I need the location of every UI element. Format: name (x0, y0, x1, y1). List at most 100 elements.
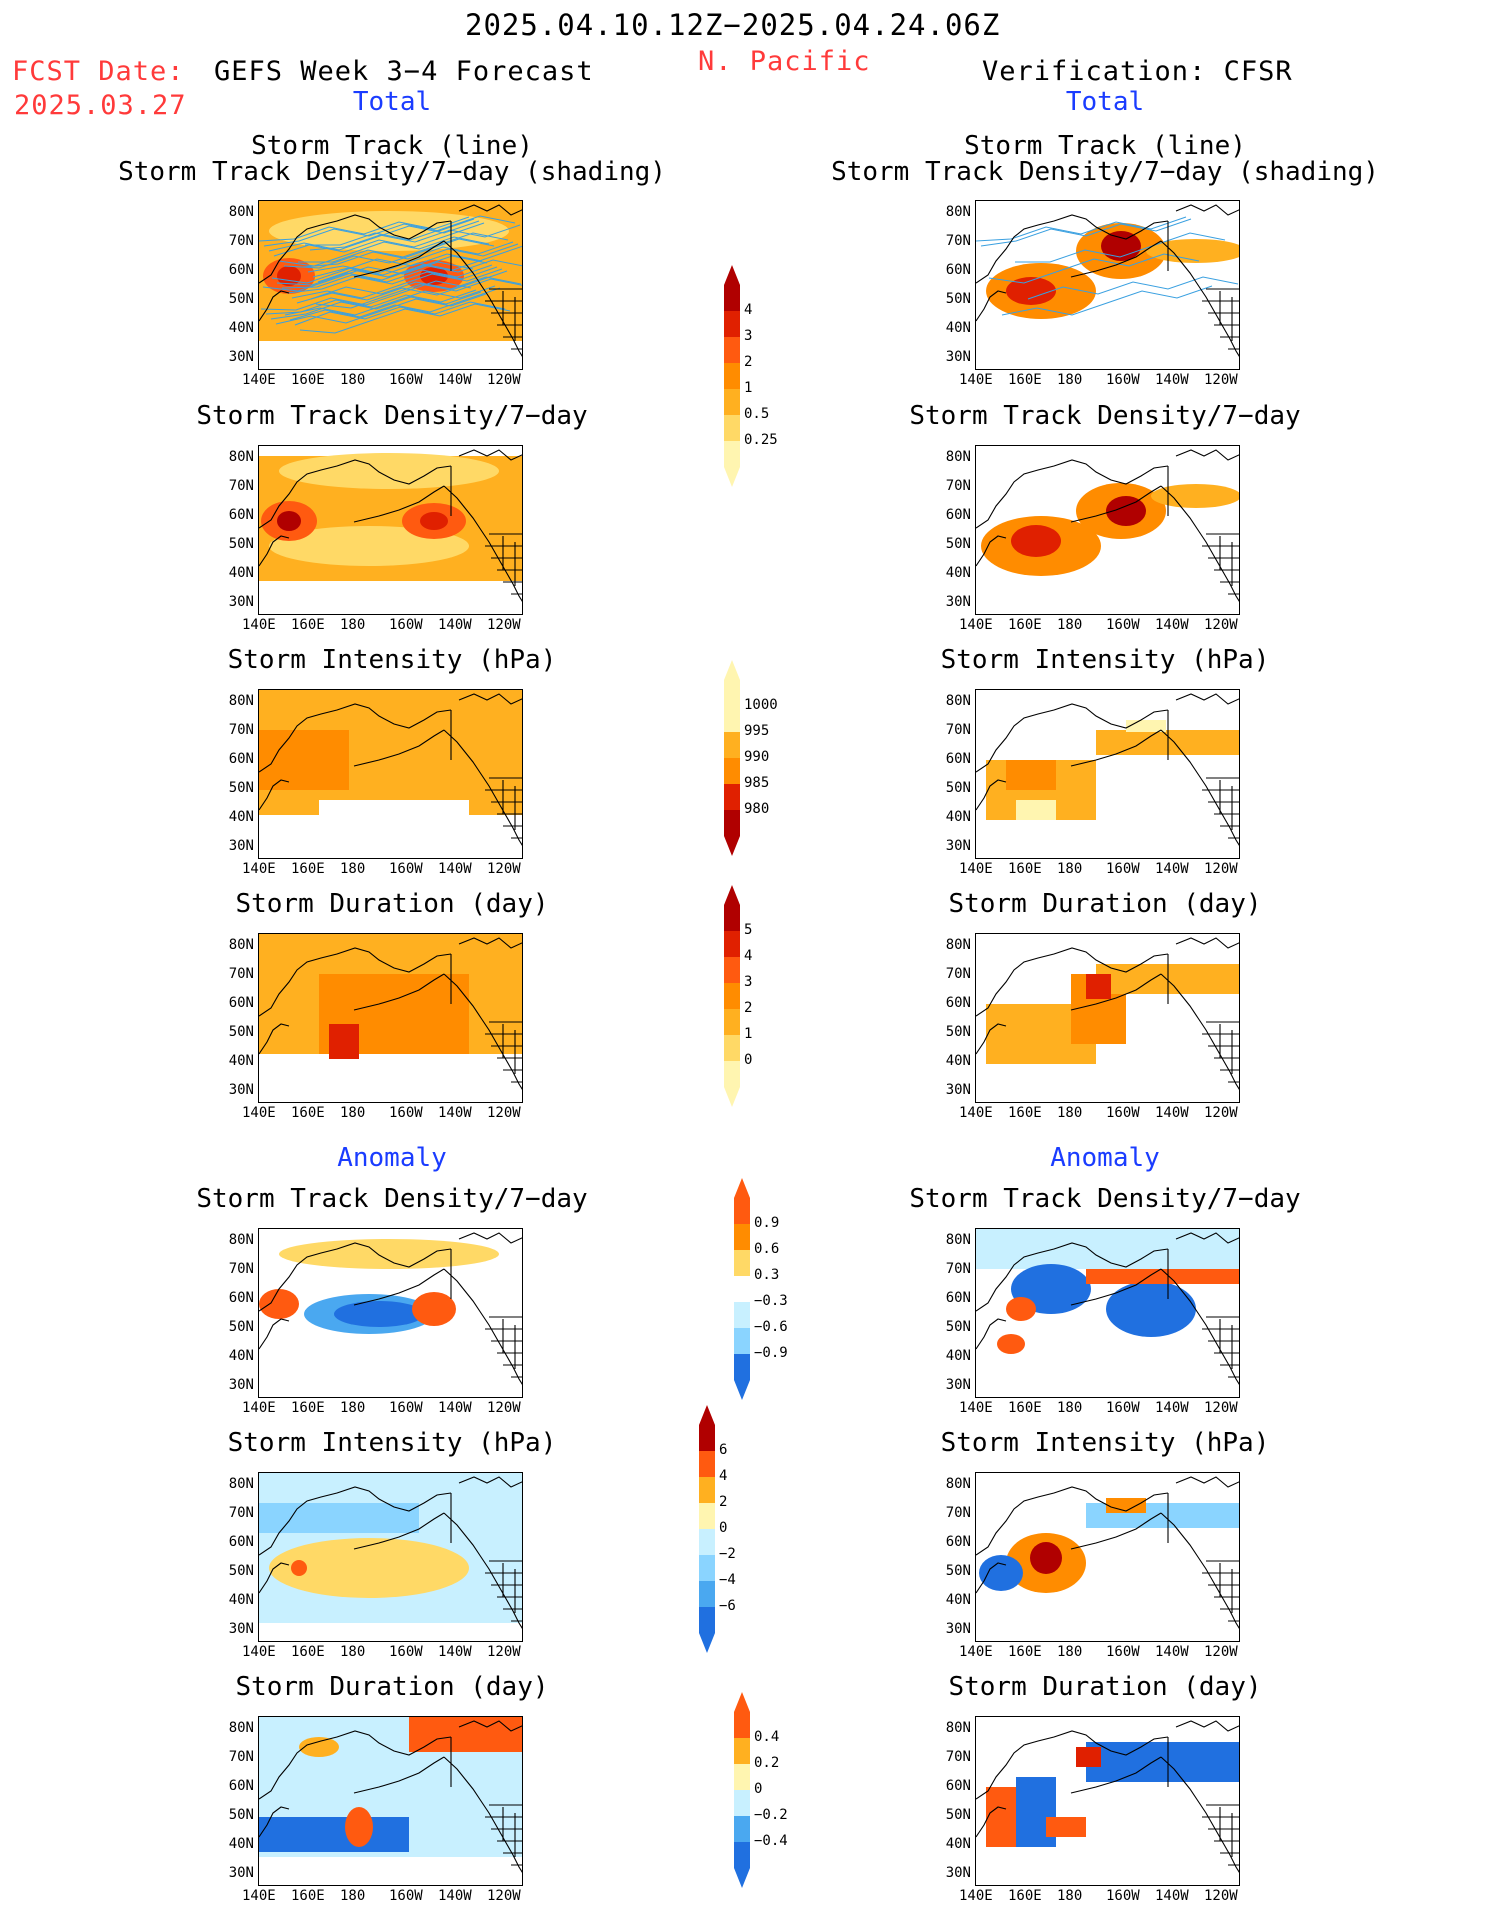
region-label: N. Pacific (698, 46, 871, 77)
x-tick-label: 120W (1204, 1105, 1238, 1121)
colorbar-swatch (724, 1061, 740, 1087)
colorbar-swatch (734, 1198, 750, 1224)
colorbar-top-arrow (724, 660, 740, 680)
x-tick-label: 120W (1204, 861, 1238, 877)
y-tick-label: 60N (945, 1534, 971, 1550)
x-tick-label: 140E (959, 861, 993, 877)
x-tick-label: 140E (242, 861, 276, 877)
colorbar-top-arrow (724, 885, 740, 905)
colorbar-swatch (734, 1224, 750, 1250)
y-tick-label: 70N (228, 1505, 254, 1521)
date-range-title: 2025.04.10.12Z−2025.04.24.06Z (465, 8, 1001, 42)
shade (1076, 1747, 1101, 1767)
shade (1030, 1542, 1062, 1574)
x-tick-label: 160W (1106, 861, 1140, 877)
x-tick-label: 160W (1106, 1400, 1140, 1416)
colorbar-label: −0.4 (754, 1833, 788, 1849)
x-tick-label: 140W (1155, 617, 1189, 633)
y-tick-label: 60N (945, 995, 971, 1011)
y-tick-label: 80N (228, 449, 254, 465)
coastline (259, 693, 522, 846)
x-tick-label: 140W (1155, 372, 1189, 388)
colorbar-label: −4 (719, 1572, 736, 1588)
shade (345, 1807, 373, 1847)
colorbar-swatch (724, 810, 740, 836)
colorbar-label: 4 (719, 1468, 728, 1484)
y-tick-label: 50N (945, 536, 971, 552)
map-right-anom-duration (975, 1716, 1240, 1886)
y-tick-label: 80N (945, 937, 971, 953)
map-left-intensity (258, 689, 523, 859)
x-tick-label: 160E (291, 617, 325, 633)
colorbar-swatch (724, 905, 740, 931)
left-density-title: Storm Track Density/7−day (196, 401, 588, 431)
y-tick-label: 30N (228, 1082, 254, 1098)
y-tick-label: 30N (945, 1621, 971, 1637)
right-anom-duration-title: Storm Duration (day) (948, 1672, 1262, 1702)
x-tick-label: 180 (340, 617, 366, 633)
y-tick-label: 40N (228, 320, 254, 336)
right-anomaly-label: Anomaly (1050, 1143, 1160, 1173)
colorbar-swatch (699, 1503, 715, 1529)
y-tick-label: 30N (945, 1082, 971, 1098)
x-tick-label: 160W (389, 617, 423, 633)
shade (1016, 800, 1056, 820)
y-tick-label: 40N (945, 320, 971, 336)
shade (291, 1560, 307, 1576)
y-tick-label: 60N (228, 262, 254, 278)
y-tick-label: 30N (945, 1865, 971, 1881)
y-tick-label: 60N (228, 1534, 254, 1550)
x-tick-label: 180 (340, 861, 366, 877)
colorbar-label: 980 (744, 801, 770, 817)
colorbar-label: 2 (719, 1494, 728, 1510)
x-tick-label: 140E (242, 372, 276, 388)
shade (259, 1817, 409, 1852)
x-tick-label: 180 (1057, 1105, 1083, 1121)
x-tick-label: 140E (959, 1644, 993, 1660)
y-tick-label: 70N (945, 478, 971, 494)
x-tick-label: 140E (242, 1105, 276, 1121)
x-tick-label: 160E (1008, 372, 1042, 388)
colorbar-label: −0.6 (754, 1319, 788, 1335)
colorbar-bottom-arrow (724, 467, 740, 487)
x-tick-label: 140E (242, 1400, 276, 1416)
y-tick-label: 30N (945, 1377, 971, 1393)
colorbar-swatch (724, 957, 740, 983)
y-tick-label: 50N (228, 1024, 254, 1040)
x-tick-label: 140E (959, 617, 993, 633)
x-tick-label: 120W (487, 1400, 521, 1416)
storm-tracks (976, 216, 1239, 316)
x-tick-label: 160W (389, 1888, 423, 1904)
colorbar-swatch (724, 732, 740, 758)
y-tick-label: 70N (228, 966, 254, 982)
colorbar-intensity-anom (697, 1405, 777, 1657)
colorbar-swatch (699, 1451, 715, 1477)
x-tick-label: 140W (1155, 1400, 1189, 1416)
y-tick-label: 60N (945, 1778, 971, 1794)
left-track-line-title: Storm Track (line) (251, 131, 533, 161)
x-tick-label: 160W (1106, 1105, 1140, 1121)
x-tick-label: 120W (487, 617, 521, 633)
y-tick-label: 50N (945, 291, 971, 307)
x-tick-label: 140W (438, 1400, 472, 1416)
x-tick-label: 120W (1204, 372, 1238, 388)
shade (334, 1301, 424, 1327)
shade (279, 1239, 499, 1269)
x-tick-label: 120W (1204, 1644, 1238, 1660)
colorbar-swatch (724, 758, 740, 784)
x-tick-label: 140W (438, 861, 472, 877)
x-tick-label: 160E (291, 861, 325, 877)
coastline (259, 204, 522, 357)
shade (279, 453, 499, 489)
y-tick-label: 80N (228, 1720, 254, 1736)
colorbar-swatch (734, 1738, 750, 1764)
x-tick-label: 160E (291, 1644, 325, 1660)
colorbar-swatch (699, 1477, 715, 1503)
shade (1006, 1297, 1036, 1321)
shade (1086, 1742, 1239, 1782)
coastline (976, 204, 1239, 357)
coastline (259, 1720, 522, 1873)
colorbar-label: 0 (744, 1052, 753, 1068)
left-intensity-title: Storm Intensity (hPa) (227, 645, 557, 675)
right-intensity-title: Storm Intensity (hPa) (940, 645, 1270, 675)
